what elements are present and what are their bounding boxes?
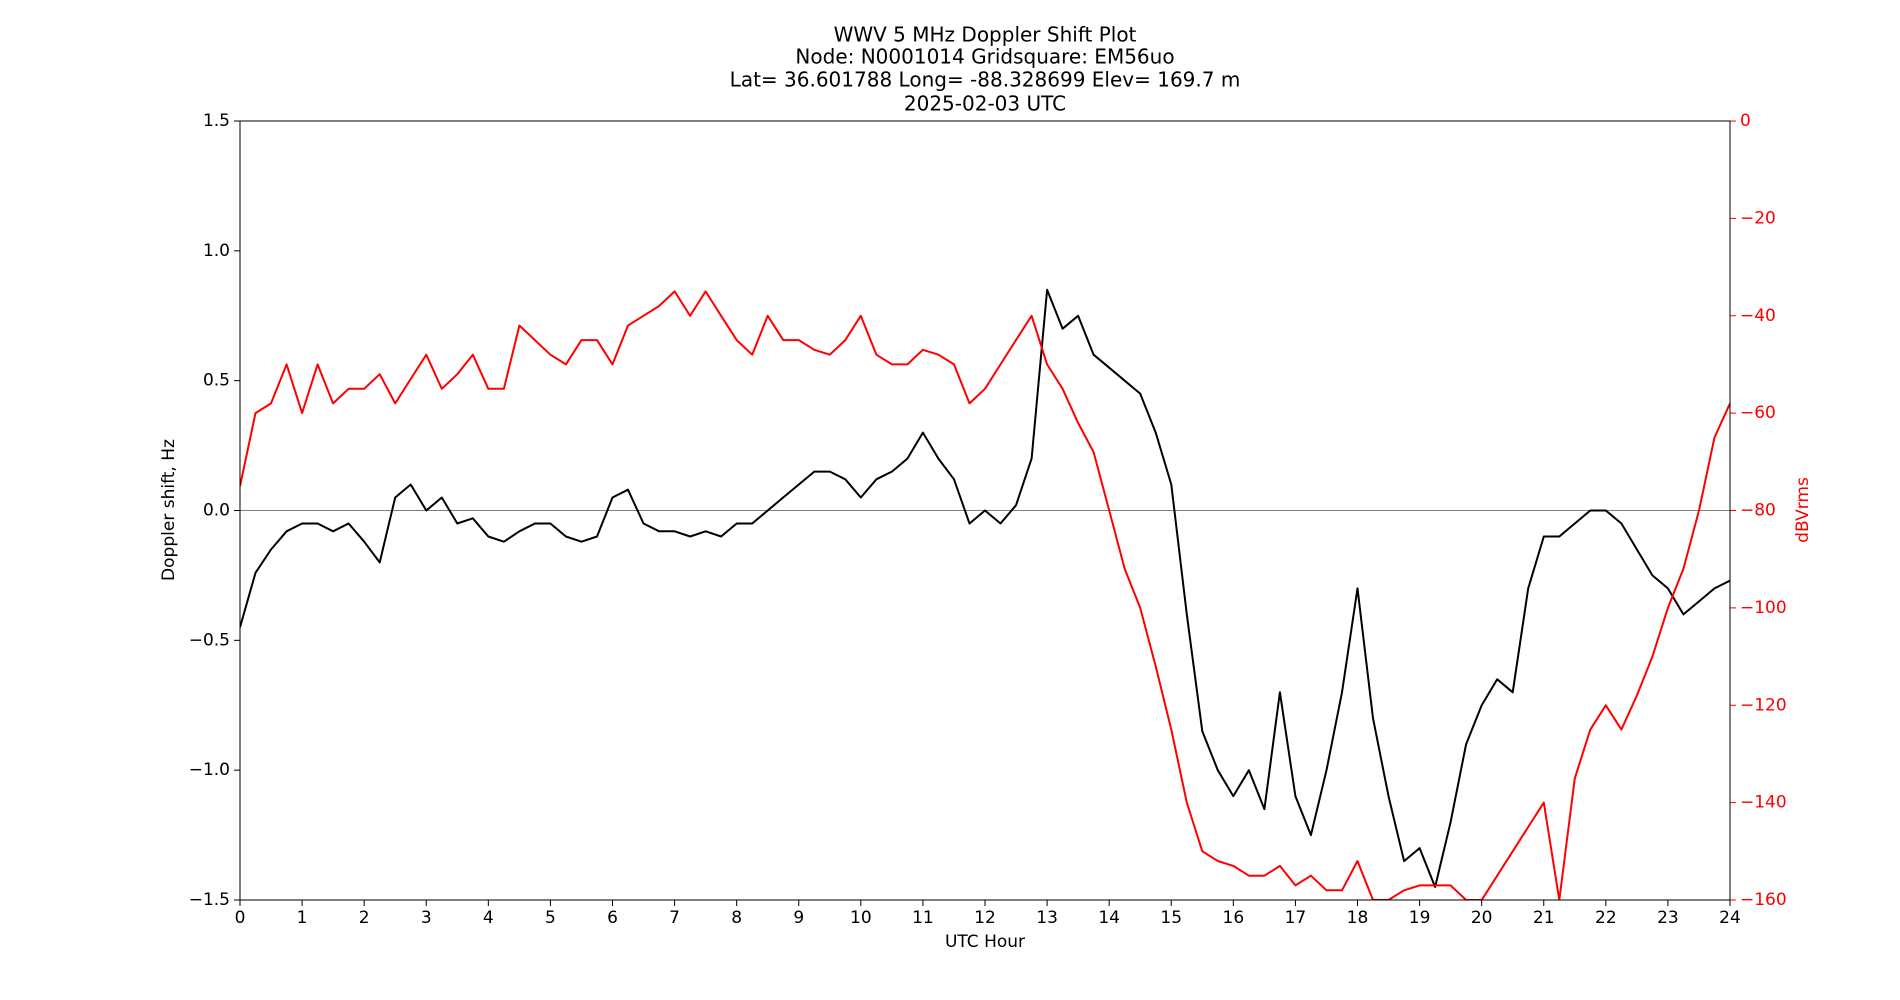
- y-tick-label: 1.5: [203, 111, 230, 131]
- x-tick-label: 4: [483, 908, 494, 928]
- data-line: [240, 290, 1730, 900]
- y-tick-label: −1.0: [189, 760, 230, 780]
- x-tick-label: 15: [1160, 908, 1182, 928]
- y2-tick-label: −140: [1740, 793, 1787, 813]
- x-tick-label: 11: [912, 908, 934, 928]
- y2-tick-label: 0: [1740, 111, 1751, 131]
- data-line: [240, 288, 1730, 888]
- y2-axis-label: dBVrms: [1793, 477, 1813, 543]
- y-axis-label: Doppler shift, Hz: [159, 439, 179, 581]
- x-tick-label: 0: [235, 908, 246, 928]
- x-tick-label: 20: [1471, 908, 1493, 928]
- x-tick-label: 17: [1285, 908, 1307, 928]
- y2-tick-label: −40: [1740, 306, 1776, 326]
- x-tick-label: 16: [1223, 908, 1245, 928]
- y2-tick-label: −80: [1740, 501, 1776, 521]
- x-tick-label: 8: [731, 908, 742, 928]
- y2-tick-label: −100: [1740, 598, 1787, 618]
- y-tick-label: 0.5: [203, 371, 230, 391]
- y2-tick-label: −60: [1740, 403, 1776, 423]
- plot-frame: [239, 120, 1731, 901]
- x-tick-label: 23: [1657, 908, 1679, 928]
- x-tick-label: 6: [607, 908, 618, 928]
- y-tick-label: −0.5: [189, 630, 230, 650]
- chart-subtitle: Lat= 36.601788 Long= -88.328699 Elev= 16…: [730, 68, 1241, 92]
- x-tick-label: 12: [974, 908, 996, 928]
- y-tick-label: −1.5: [189, 890, 230, 910]
- x-tick-label: 19: [1409, 908, 1431, 928]
- x-tick-label: 2: [359, 908, 370, 928]
- x-tick-label: 10: [850, 908, 872, 928]
- x-tick-label: 18: [1347, 908, 1369, 928]
- x-tick-label: 1: [297, 908, 308, 928]
- chart-subtitle: 2025-02-03 UTC: [904, 92, 1066, 116]
- chart-title: WWV 5 MHz Doppler Shift Plot: [834, 23, 1137, 47]
- x-tick-label: 7: [669, 908, 680, 928]
- x-tick-label: 14: [1098, 908, 1120, 928]
- x-tick-label: 13: [1036, 908, 1058, 928]
- x-tick-label: 5: [545, 908, 556, 928]
- x-tick-label: 9: [793, 908, 804, 928]
- chart-subtitle: Node: N0001014 Gridsquare: EM56uo: [795, 45, 1174, 69]
- y-tick-label: 0.0: [203, 501, 230, 521]
- y-tick-label: 1.0: [203, 241, 230, 261]
- x-axis-label: UTC Hour: [945, 932, 1025, 952]
- y2-tick-label: −160: [1740, 890, 1787, 910]
- x-tick-label: 3: [421, 908, 432, 928]
- x-tick-label: 24: [1719, 908, 1741, 928]
- x-tick-label: 21: [1533, 908, 1555, 928]
- x-tick-label: 22: [1595, 908, 1617, 928]
- y2-tick-label: −20: [1740, 208, 1776, 228]
- y2-tick-label: −120: [1740, 695, 1787, 715]
